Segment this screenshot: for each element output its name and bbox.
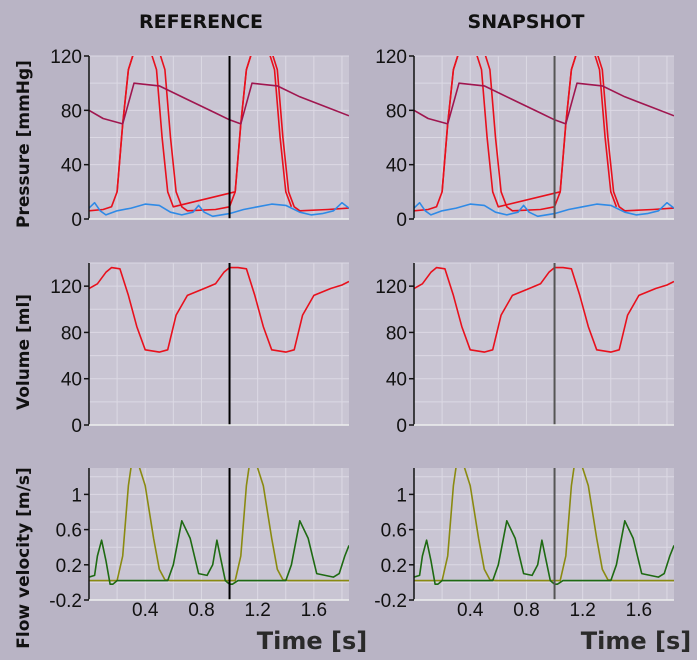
series-line-olive [89,468,349,582]
x-tick-label: 0.4 [457,600,484,621]
y-tick-label: 120 [375,47,407,68]
y-tick-label: 0.6 [381,521,407,542]
ylabel-pressure: Pressure [mmHg] [14,60,34,228]
y-tick-label: 80 [61,323,82,344]
series-line-blue [414,201,674,218]
series-group [89,56,349,218]
series-line-green [89,519,349,586]
y-tick-label: 1 [396,485,407,506]
y-tick-label: 0 [396,210,407,231]
series-line-red [116,56,293,208]
y-tick-label: 0 [71,416,82,437]
y-tick-label: 40 [61,370,82,391]
x-tick-label: 0.4 [132,600,159,621]
y-tick-label: 40 [386,156,407,177]
x-tick-label: 1.2 [244,600,270,621]
panel-volume-snapshot: 0 40 80 120 [375,262,674,437]
series-group [414,468,674,586]
y-tick-label: -0.2 [374,591,407,612]
column-title-reference: REFERENCE [139,11,263,33]
panel-flow-reference: -0.2 0.2 0.6 1 0.4 0.8 1.2 1.6 [49,468,349,621]
chart-panels: 0 40 80 120 0 40 80 120 -0.2 0.2 0.6 1 0.4 0.8 1.2 1.6 0… [49,47,674,621]
ylabel-volume: Volume [ml] [14,294,34,410]
y-tick-label: 0.2 [56,556,82,577]
y-tick-label: 0.6 [56,521,82,542]
panel-pressure-reference: 0 40 80 120 [50,47,349,231]
y-tick-label: 0 [71,210,82,231]
y-tick-label: 80 [386,101,407,122]
y-tick-label: -0.2 [49,591,82,612]
series-group [89,468,349,586]
panel-volume-reference: 0 40 80 120 [50,262,349,437]
x-tick-label: 1.2 [569,600,595,621]
y-tick-label: 40 [386,370,407,391]
series-group [414,266,674,353]
series-line-olive [414,468,674,582]
y-tick-label: 40 [61,156,82,177]
plot-area [414,263,674,425]
series-group [414,56,674,218]
panel-pressure-snapshot: 0 40 80 120 [375,47,674,231]
series-group [89,266,349,353]
y-tick-label: 0 [396,416,407,437]
series-line-red [89,266,349,353]
x-tick-label: 1.6 [626,600,652,621]
y-tick-label: 80 [386,323,407,344]
x-tick-label: 1.6 [301,600,327,621]
y-tick-label: 80 [61,101,82,122]
x-axis-title-reference: Time [s] [257,627,367,655]
y-tick-label: 120 [50,277,82,298]
x-tick-label: 0.8 [188,600,214,621]
series-line-red [441,56,618,208]
series-line-blue [89,201,349,218]
y-tick-label: 0.2 [381,556,407,577]
series-line-aortic [414,82,674,125]
column-title-snapshot: SNAPSHOT [468,11,585,33]
panel-flow-snapshot: -0.2 0.2 0.6 1 0.4 0.8 1.2 1.6 [374,468,674,621]
plot-area [89,263,349,425]
y-tick-label: 120 [375,277,407,298]
series-line-green [414,519,674,586]
x-axis-title-snapshot: Time [s] [581,627,691,655]
x-tick-label: 0.8 [513,600,539,621]
y-tick-label: 1 [71,485,82,506]
y-tick-label: 120 [50,47,82,68]
ylabel-flow-velocity: Flow velocity [m/s] [14,467,34,648]
series-line-aortic [89,82,349,125]
series-line-red [414,266,674,353]
